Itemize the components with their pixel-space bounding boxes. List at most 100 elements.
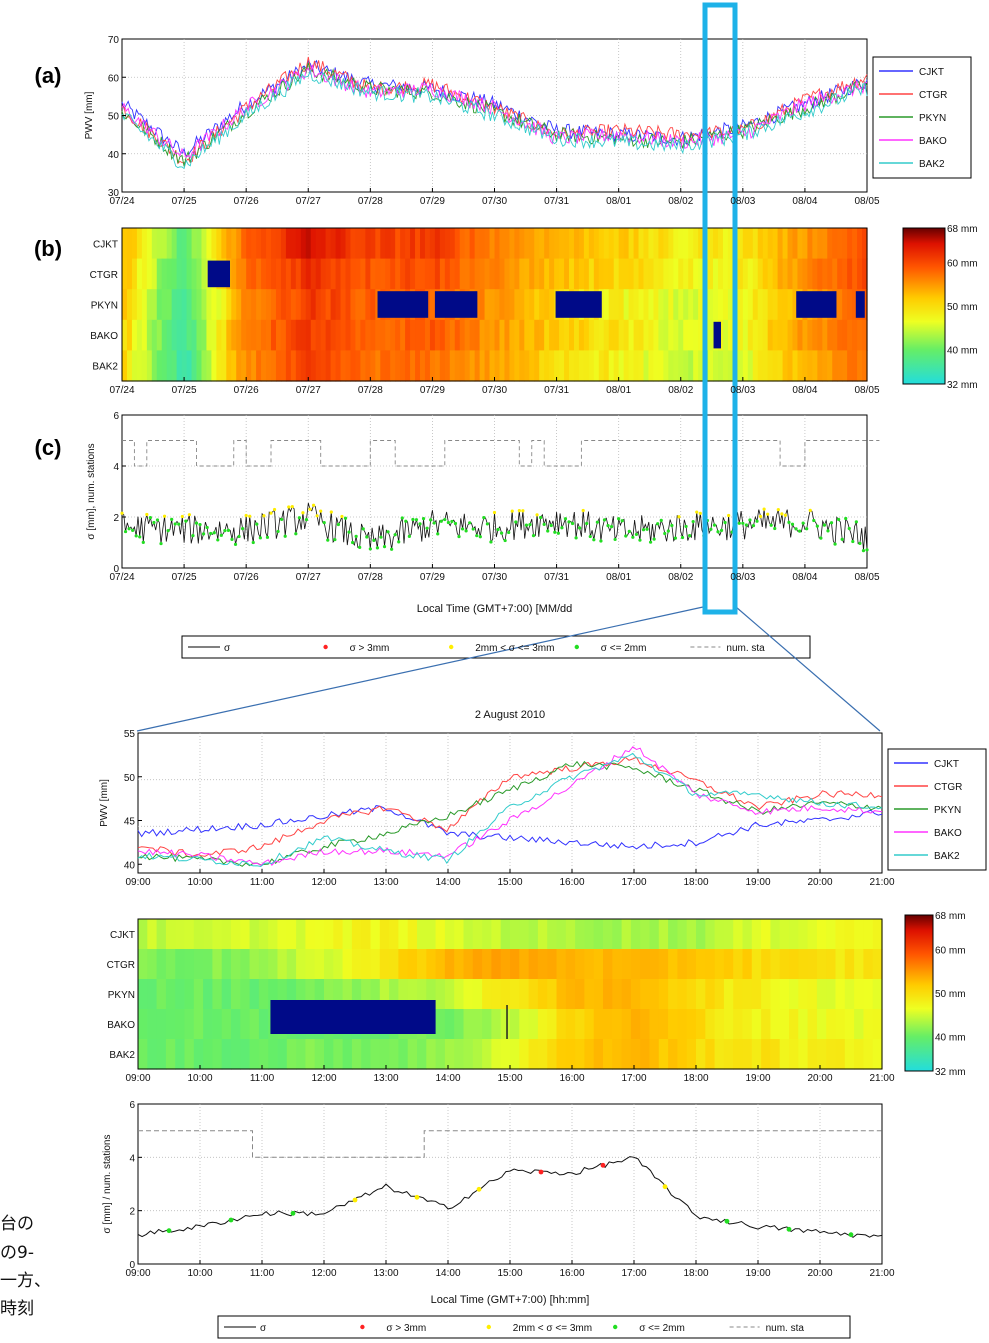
sigma-marker xyxy=(170,517,174,521)
heat-cell xyxy=(439,258,446,290)
heat-cell xyxy=(643,258,650,290)
heat-cell xyxy=(266,350,272,382)
zoom-heat-cell xyxy=(686,1039,697,1070)
heat-cell xyxy=(305,319,312,351)
heat-cell xyxy=(171,289,178,321)
heat-cell xyxy=(196,350,203,382)
row-label: CJKT xyxy=(93,239,118,250)
heat-cell xyxy=(762,319,769,351)
missing-data-block xyxy=(207,260,231,288)
zoom-heat-cell xyxy=(705,1009,716,1040)
heat-cell xyxy=(300,319,307,351)
heat-cell xyxy=(643,319,650,351)
zoom-heat-cell xyxy=(193,1039,204,1070)
heat-cell xyxy=(146,350,153,382)
sigma-marker xyxy=(822,523,827,527)
zoom-heat-cell xyxy=(807,919,818,950)
heat-cell xyxy=(275,258,282,290)
zoom-heat-cell xyxy=(324,949,334,980)
colorbar-label: 68 mm xyxy=(935,911,966,922)
heat-cell xyxy=(708,258,714,290)
zoom-num-stations-line xyxy=(138,1130,882,1158)
heat-cell xyxy=(718,350,724,382)
sigma-marker xyxy=(627,529,631,533)
missing-data-block xyxy=(796,291,837,318)
heat-cell xyxy=(837,319,843,351)
zoom-heat-cell xyxy=(537,1009,548,1040)
heat-cell xyxy=(539,228,545,260)
heat-cell xyxy=(275,289,282,321)
heat-cell xyxy=(226,289,232,321)
heat-cell xyxy=(752,289,759,321)
heat-cell xyxy=(474,319,481,351)
sigma-marker xyxy=(429,518,433,522)
sigma-marker xyxy=(386,530,390,534)
heat-cell xyxy=(802,228,808,260)
heat-cell xyxy=(300,228,307,260)
sigma-marker xyxy=(542,522,546,526)
heat-cell xyxy=(514,350,520,382)
legend-entry: CJKT xyxy=(934,759,959,770)
zoom-heat-cell xyxy=(798,949,809,980)
heat-cell xyxy=(454,228,461,260)
heat-cell xyxy=(310,228,317,260)
heat-cell xyxy=(807,319,813,351)
zoom-heat-cell xyxy=(491,949,502,980)
sigma-marker xyxy=(723,520,727,525)
heat-cell xyxy=(673,350,679,382)
zoom-heat-cell xyxy=(826,949,837,980)
heat-cell xyxy=(653,319,659,351)
zoom-heat-cell xyxy=(398,949,409,980)
date-tick-label: 07/25 xyxy=(172,385,197,396)
heat-cell xyxy=(271,258,277,290)
heat-cell xyxy=(554,258,560,290)
heat-cell xyxy=(519,319,525,351)
zoom-heat-cell xyxy=(630,979,641,1010)
sigma-marker xyxy=(727,513,731,518)
zoom-heat-cell xyxy=(296,919,306,950)
sigma-marker xyxy=(581,508,585,513)
heat-cell xyxy=(156,350,163,382)
heat-cell xyxy=(683,350,689,382)
zoom-heat-cell xyxy=(193,919,204,950)
heat-cell xyxy=(802,319,808,351)
heat-cell xyxy=(862,350,868,382)
zoom-heat-cell xyxy=(584,1039,595,1070)
zoom-heat-cell xyxy=(361,919,372,950)
heat-cell xyxy=(668,350,674,382)
sigma-marker xyxy=(631,535,635,539)
zoom-heat-cell xyxy=(221,919,232,950)
zoom-heat-cell xyxy=(175,1039,186,1070)
heat-cell xyxy=(792,228,799,260)
y-tick-label: 4 xyxy=(113,462,119,473)
heat-cell xyxy=(777,289,784,321)
heat-cell xyxy=(315,319,322,351)
heat-cell xyxy=(266,258,272,290)
zoom-heat-cell xyxy=(221,1039,232,1070)
heat-cell xyxy=(559,350,565,382)
sigma-marker xyxy=(531,534,536,538)
zoom-heat-cell xyxy=(389,919,399,950)
zoom-heat-cell xyxy=(305,919,316,950)
date-tick-label: 07/26 xyxy=(234,385,259,396)
zoom-heat-cell xyxy=(435,1039,446,1070)
heat-cell xyxy=(638,258,645,290)
date-tick-label: 08/01 xyxy=(606,196,631,207)
zoom-heat-cell xyxy=(696,1009,706,1040)
legend-marker xyxy=(574,644,579,650)
heat-cell xyxy=(787,228,794,260)
zoom-heat-cell xyxy=(147,1009,158,1040)
time-tick-label: 12:00 xyxy=(311,1268,336,1279)
zoom-heat-cell xyxy=(268,1039,279,1070)
time-tick-label: 18:00 xyxy=(683,1268,708,1279)
heat-cell xyxy=(509,258,515,290)
series-line-bak2 xyxy=(121,68,868,170)
colorbar-label: 40 mm xyxy=(935,1032,966,1043)
heat-cell xyxy=(295,319,302,351)
heat-cell xyxy=(141,350,148,382)
zoom-heat-cell xyxy=(435,1009,446,1040)
heat-cell xyxy=(499,228,506,260)
heat-cell xyxy=(722,289,729,321)
heat-cell xyxy=(509,228,515,260)
zoom-heat-cell xyxy=(528,1039,539,1070)
